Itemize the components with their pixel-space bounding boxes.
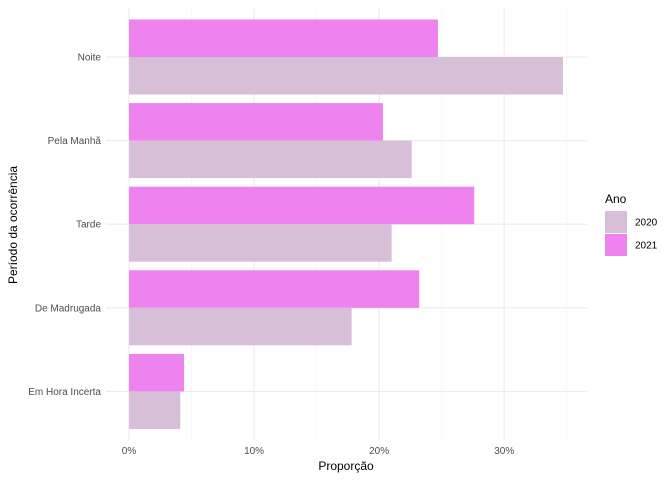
bar-2021 (129, 186, 475, 225)
y-tick-label: Pela Manhã (48, 136, 102, 147)
y-tick-label: De Madrugada (35, 303, 102, 314)
bar-2021 (129, 270, 420, 308)
y-tick-label: Tarde (76, 220, 101, 231)
bar-2020 (129, 140, 412, 179)
ticks-layer: Noite Pela Manhã Tarde De Madrugada Em Hora … (28, 53, 514, 458)
bar-2021 (129, 19, 438, 57)
x-tick-label: 30% (494, 446, 514, 457)
legend: Ano 2020 2021 (605, 192, 658, 256)
y-tick-label: Em Hora Incerta (28, 387, 101, 398)
bar-2021 (129, 103, 383, 141)
bar-2020 (129, 307, 352, 346)
legend-key-2020 (605, 211, 627, 233)
x-tick-label: 20% (369, 446, 389, 457)
bar-2020 (129, 57, 563, 95)
legend-title: Ano (605, 192, 627, 206)
bars-layer (129, 19, 563, 429)
y-axis-title: Período da ocorrência (6, 166, 20, 284)
bar-2021 (129, 353, 185, 392)
legend-label: 2021 (635, 241, 658, 252)
legend-key-2021 (605, 234, 627, 256)
legend-items: 2020 2021 (605, 211, 658, 256)
legend-label: 2020 (635, 218, 658, 229)
x-tick-label: 10% (244, 446, 264, 457)
y-tick-label: Noite (78, 53, 102, 64)
bar-2020 (129, 224, 392, 262)
x-axis-title: Proporção (318, 459, 374, 473)
x-tick-label: 0% (122, 446, 137, 457)
bar-2020 (129, 391, 181, 429)
